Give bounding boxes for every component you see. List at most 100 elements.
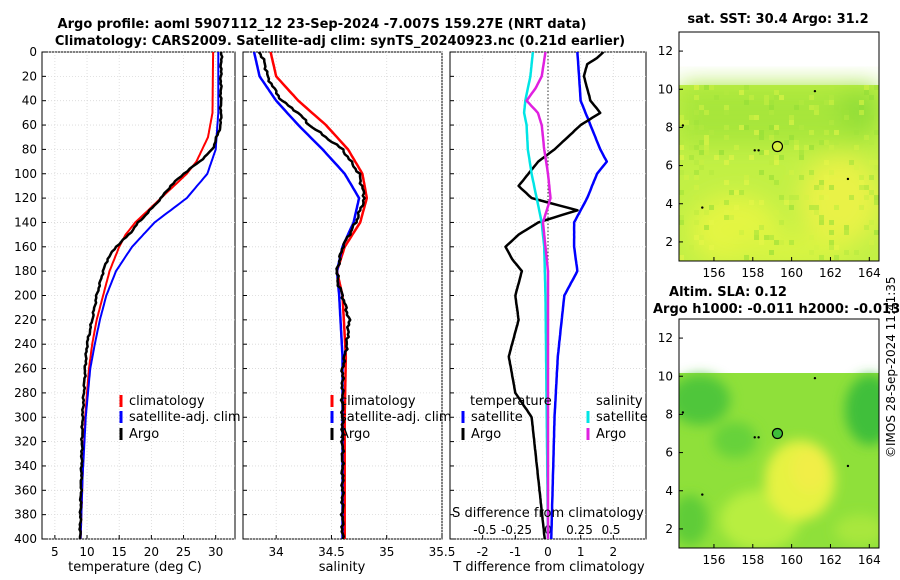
sst-speckle-cell	[694, 175, 699, 180]
lat-tick-label: 12	[658, 331, 673, 345]
sst-speckle-cell	[859, 180, 864, 185]
sst-speckle-cell	[829, 95, 834, 100]
legend-label-t-argo: Argo	[471, 427, 501, 442]
sst-speckle-cell	[689, 245, 694, 250]
legend-label-s-satellite: satellite	[596, 410, 648, 425]
sst-speckle-cell	[869, 220, 874, 225]
sst-speckle-cell	[709, 220, 714, 225]
legend-label-t-satellite: satellite	[471, 410, 523, 425]
sst-speckle-cell	[774, 240, 779, 245]
sst-speckle-cell	[834, 255, 839, 260]
sst-speckle-cell	[829, 120, 834, 125]
sst-speckle-cell	[789, 135, 794, 140]
sst-speckle-cell	[789, 120, 794, 125]
sst-speckle-cell	[704, 140, 709, 145]
s-x-tick-label: 0.25	[566, 523, 593, 537]
sst-speckle-cell	[684, 120, 689, 125]
sst-speckle-cell	[684, 175, 689, 180]
series-line-s-argo	[525, 52, 552, 539]
sst-speckle-cell	[764, 235, 769, 240]
sst-speckle-cell	[814, 185, 819, 190]
sst-speckle-cell	[814, 110, 819, 115]
sst-speckle-cell	[694, 170, 699, 175]
sst-speckle-cell	[679, 255, 684, 260]
y-tick-label: 60	[22, 118, 37, 132]
sst-speckle-cell	[874, 160, 879, 165]
sst-speckle-cell	[859, 175, 864, 180]
sst-speckle-cell	[779, 195, 784, 200]
sst-speckle-cell	[774, 90, 779, 95]
lat-tick-label: 10	[658, 82, 673, 96]
sst-speckle-cell	[829, 245, 834, 250]
x-tick-label: 2	[610, 545, 618, 559]
sst-speckle-cell	[744, 180, 749, 185]
salinity-tick-labels: 34 34.5 35 35.5	[269, 545, 456, 559]
sst-speckle-cell	[679, 120, 684, 125]
sla-lon-tick-labels: 156 158 160 162 164	[702, 544, 881, 567]
sst-speckle-cell	[774, 125, 779, 130]
x-tick-label: 34	[269, 545, 284, 559]
sst-speckle-cell	[689, 155, 694, 160]
island-dot	[681, 124, 685, 127]
sst-speckle-cell	[829, 185, 834, 190]
salinity-legend: climatology satellite-adj. clim Argo	[330, 394, 452, 442]
sst-speckle-cell	[694, 110, 699, 115]
lat-tick-label: 12	[658, 44, 673, 58]
sst-speckle-cell	[704, 85, 709, 90]
sst-speckle-cell	[724, 210, 729, 215]
sst-speckle-cell	[804, 195, 809, 200]
sla-lat-tick-labels: 2 4 6 8 10 12	[658, 331, 683, 536]
sst-speckle-cell	[704, 210, 709, 215]
t-difference-xlabel: T difference from climatology	[452, 560, 645, 575]
s-difference-xlabel: S difference from climatology	[452, 506, 644, 521]
sst-speckle-cell	[699, 165, 704, 170]
series-line-t-argo	[504, 52, 605, 539]
sst-lat-tick-labels: 2 4 6 8 10 12	[658, 44, 683, 249]
lon-tick-label: 160	[780, 266, 803, 280]
sst-speckle-cell	[854, 165, 859, 170]
sst-speckle-cell	[694, 245, 699, 250]
sst-speckle-cell	[704, 150, 709, 155]
sst-speckle-cell	[869, 140, 874, 145]
sst-speckle-cell	[714, 155, 719, 160]
sst-speckle-cell	[759, 135, 764, 140]
series-line-t-satellite	[550, 52, 609, 539]
sst-speckle-cell	[694, 195, 699, 200]
sst-speckle-cell	[869, 160, 874, 165]
y-tick-label: 100	[14, 167, 37, 181]
sst-speckle-cell	[749, 200, 754, 205]
sst-speckle-cell	[864, 85, 869, 90]
sst-speckle-cell	[779, 95, 784, 100]
sst-speckle-cell	[744, 125, 749, 130]
sst-speckle-cell	[869, 95, 874, 100]
lon-tick-label: 162	[819, 553, 842, 567]
sst-speckle-cell	[859, 105, 864, 110]
sst-speckle-cell	[809, 205, 814, 210]
y-tick-label: 0	[29, 45, 37, 59]
sst-speckle-cell	[819, 255, 824, 260]
sst-speckle-cell	[829, 100, 834, 105]
legend-label-satellite: satellite-adj. clim	[340, 410, 452, 425]
sst-speckle-cell	[789, 240, 794, 245]
sst-field	[679, 85, 879, 261]
s-x-tick-label: -0.25	[501, 523, 532, 537]
sst-speckle-cell	[724, 215, 729, 220]
difference-legend: temperature satellite Argo salinity sate…	[461, 394, 648, 442]
sst-speckle-cell	[724, 125, 729, 130]
sst-speckle-cell	[739, 230, 744, 235]
sst-speckle-cell	[769, 135, 774, 140]
lat-tick-label: 2	[665, 235, 673, 249]
sst-speckle-cell	[819, 215, 824, 220]
sst-speckle-cell	[679, 190, 684, 195]
sst-speckle-cell	[874, 200, 879, 205]
sst-speckle-cell	[869, 245, 874, 250]
sst-speckle-cell	[734, 205, 739, 210]
sst-speckle-cell	[764, 95, 769, 100]
lon-tick-label: 164	[858, 266, 881, 280]
sst-speckle-cell	[774, 210, 779, 215]
temperature-series	[78, 52, 224, 539]
sst-speckle-cell	[874, 85, 879, 90]
sst-speckle-cell	[824, 130, 829, 135]
lon-tick-label: 156	[702, 553, 725, 567]
